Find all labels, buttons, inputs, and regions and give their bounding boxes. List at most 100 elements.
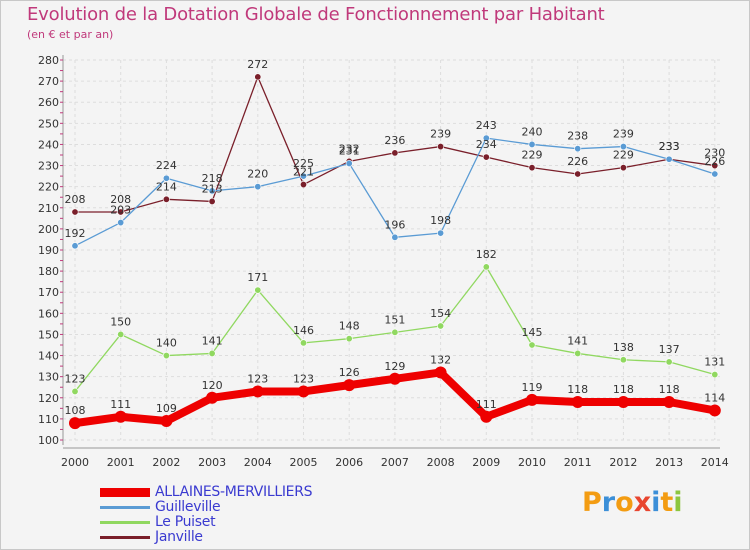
data-label: 132 [430,353,451,366]
data-point [206,391,219,404]
y-tick-label: 220 [38,181,59,194]
data-label: 208 [65,193,86,206]
data-point [617,396,630,408]
legend-label: Janville [155,529,203,545]
x-tick-label: 2010 [518,456,546,469]
data-point [69,417,81,430]
data-point [299,339,307,347]
x-tick-label: 2006 [335,456,363,469]
logo-letter: P [582,487,602,518]
data-label: 229 [613,149,634,162]
legend-label: ALLAINES-MERVILLIERS [155,484,313,500]
data-label: 224 [156,159,177,172]
y-tick-label: 190 [38,244,59,257]
data-point [528,164,536,172]
data-label: 141 [202,334,223,347]
data-label: 145 [522,326,543,339]
y-tick-label: 170 [38,286,59,299]
data-point [254,286,262,294]
y-tick-label: 140 [38,350,59,363]
data-label: 109 [156,402,177,415]
data-point [71,242,79,250]
data-label: 236 [384,134,405,147]
data-point [437,322,445,330]
data-point [208,187,216,195]
data-point [388,372,401,385]
data-label: 231 [339,144,360,157]
data-point [343,379,356,392]
data-point [665,358,673,366]
y-tick-label: 160 [38,307,59,320]
legend-label: Guilleville [155,499,221,515]
legend: ALLAINES-MERVILLIERS Guilleville Le Puis… [100,484,400,545]
data-label: 220 [247,168,268,181]
data-point [663,396,676,408]
y-tick-label: 280 [38,54,59,67]
x-tick-label: 2001 [107,456,135,469]
x-tick-label: 2002 [152,456,180,469]
data-label: 208 [110,193,131,206]
data-label: 171 [247,271,268,284]
data-point [299,172,307,180]
data-label: 192 [65,227,86,240]
data-label: 146 [293,324,314,337]
data-point [437,229,445,237]
x-tick-label: 2003 [198,456,226,469]
x-tick-label: 2007 [381,456,409,469]
logo-letter: i [651,487,661,518]
data-point [619,164,627,172]
data-point [528,341,536,349]
data-point [571,396,584,408]
x-tick-label: 2000 [61,456,89,469]
data-label: 114 [704,391,725,404]
y-tick-label: 270 [38,75,59,88]
data-point [482,134,490,142]
data-label: 182 [476,248,497,261]
data-label: 131 [704,356,725,369]
data-labels: 108 111 109 120 123 123 126 129 132 111 119 118 118 1… [65,58,726,417]
data-label: 238 [567,130,588,143]
data-point [208,349,216,357]
data-point [574,349,582,357]
data-point [437,143,445,151]
data-label: 140 [156,337,177,350]
data-label: 119 [522,381,543,394]
y-tick-label: 230 [38,160,59,173]
data-label: 196 [384,218,405,231]
data-point [251,385,264,398]
logo-letter: r [601,487,616,518]
data-label: 118 [613,383,634,396]
data-point [391,149,399,157]
data-label: 118 [659,383,680,396]
data-point [160,415,173,427]
data-label: 108 [65,404,86,417]
data-label: 111 [476,398,497,411]
legend-label: Le Puiset [155,514,216,530]
data-label: 233 [659,140,680,153]
data-label: 148 [339,320,360,333]
data-label: 213 [202,182,223,195]
y-tick-label: 180 [38,265,59,278]
data-label: 123 [65,372,86,385]
data-point [71,387,79,395]
y-tick-label: 100 [38,434,59,447]
data-label: 243 [476,119,497,132]
data-point [254,183,262,191]
y-tick-label: 240 [38,138,59,151]
data-label: 123 [247,372,268,385]
legend-swatch [100,506,150,509]
legend-swatch [100,488,150,497]
data-point [526,393,538,406]
data-label: 154 [430,307,451,320]
data-point [162,195,170,203]
data-label: 221 [293,166,314,179]
x-tick-label: 2012 [609,456,637,469]
data-point [665,155,673,163]
data-label: 150 [110,315,131,328]
data-label: 233 [659,140,680,153]
data-point [711,371,719,379]
x-tick-label: 2008 [427,456,455,469]
proxiti-logo: Proxiti [582,487,683,518]
data-point [117,219,125,227]
